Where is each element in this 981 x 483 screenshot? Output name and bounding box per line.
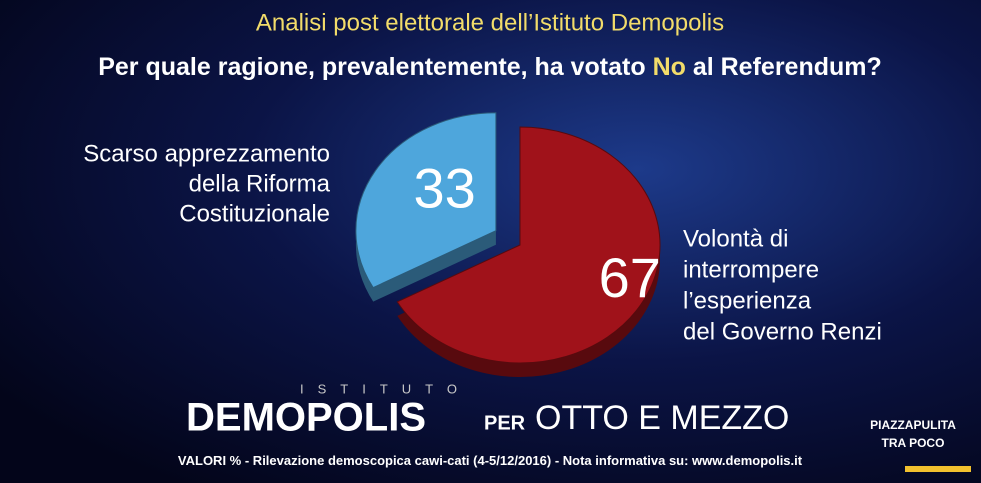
brand: DEMOPOLIS — [186, 396, 426, 440]
value-label: 33 — [413, 157, 475, 220]
category-label: interrompere — [683, 256, 819, 283]
chart-title: Analisi post elettorale dell’Istituto De… — [256, 9, 724, 36]
subtitle-highlight: No — [653, 53, 686, 81]
category-label: Volontà di — [683, 225, 788, 252]
note: - Rilevazione demoscopica cawi-cati (4-5… — [245, 453, 803, 468]
subtitle-part: al Referendum? — [686, 53, 882, 81]
labels: Volontà di interrompere l’esperienza del Go… — [83, 140, 882, 345]
brand-top: ISTITUTO — [300, 381, 471, 396]
note-bold: VALORI % — [178, 453, 242, 468]
slice — [396, 126, 661, 364]
category-label: della Riforma — [189, 170, 331, 197]
category-label: Costituzionale — [179, 200, 330, 227]
brand-per: PER — [484, 412, 526, 434]
chart-subtitle: Per quale ragione, prevalentemente, ha v… — [98, 53, 882, 81]
pie: 67 33 — [355, 112, 661, 377]
promo-bar — [905, 466, 971, 472]
slice — [355, 112, 497, 289]
brand-show: OTTO E MEZZO — [535, 399, 789, 437]
category-label: del Governo Renzi — [683, 318, 882, 345]
value-label: 67 — [599, 246, 661, 309]
promo: PIAZZAPULITA — [870, 418, 956, 432]
promo: TRA POCO — [882, 436, 945, 450]
category-label: Scarso apprezzamento — [83, 140, 330, 167]
category-label: l’esperienza — [683, 287, 812, 314]
footer-note: VALORI % - Rilevazione demoscopica cawi-… — [178, 453, 803, 468]
subtitle-part: Per quale ragione, prevalentemente, ha v… — [98, 53, 652, 81]
